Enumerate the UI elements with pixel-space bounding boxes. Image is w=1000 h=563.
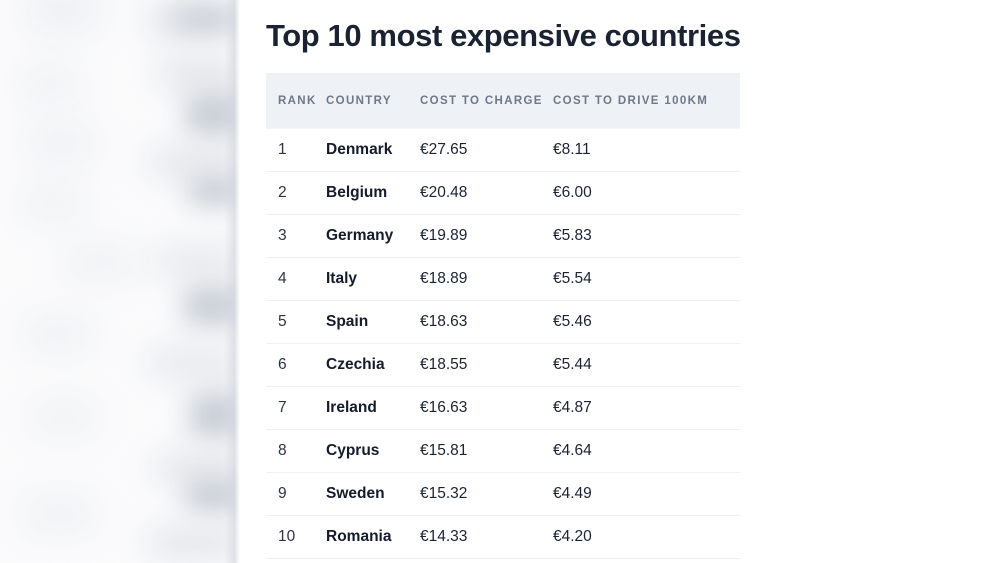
table-row: 7 Ireland €16.63 €4.87: [266, 387, 740, 430]
country-cell: Spain: [326, 313, 369, 330]
rank-cell: 8: [278, 442, 287, 459]
table-row: 4 Italy €18.89 €5.54: [266, 258, 740, 301]
blurred-background-left: [0, 0, 240, 563]
cost-to-charge-cell: €16.63: [420, 399, 468, 416]
cost-to-drive-cell: €5.44: [553, 356, 592, 373]
table-row: 3 Germany €19.89 €5.83: [266, 215, 740, 258]
table-row: 2 Belgium €20.48 €6.00: [266, 172, 740, 215]
rank-cell: 6: [278, 356, 287, 373]
rank-cell: 3: [278, 227, 287, 244]
table-row: 10 Romania €14.33 €4.20: [266, 516, 740, 559]
table-row: 5 Spain €18.63 €5.46: [266, 301, 740, 344]
table-header-row: RANK COUNTRY COST TO CHARGE COST TO DRIV…: [266, 73, 740, 128]
cost-to-drive-cell: €4.49: [553, 485, 592, 502]
cost-to-charge-cell: €18.89: [420, 270, 468, 287]
cost-to-drive-cell: €8.11: [553, 141, 591, 158]
cost-to-charge-cell: €18.55: [420, 356, 468, 373]
cost-to-charge-cell: €20.48: [420, 184, 468, 201]
cost-to-drive-cell: €6.00: [553, 184, 592, 201]
country-cell: Cyprus: [326, 442, 380, 459]
cost-to-drive-cell: €4.87: [553, 399, 592, 416]
column-header-cost-to-drive: COST TO DRIVE 100KM: [553, 94, 709, 107]
cost-to-drive-cell: €4.64: [553, 442, 592, 459]
cost-to-drive-cell: €5.83: [553, 227, 592, 244]
column-header-cost-to-charge: COST TO CHARGE: [420, 94, 543, 107]
country-cell: Ireland: [326, 399, 377, 416]
country-cell: Sweden: [326, 485, 385, 502]
country-cell: Italy: [326, 270, 358, 287]
cost-to-charge-cell: €18.63: [420, 313, 468, 330]
country-cell: Germany: [326, 227, 394, 244]
cost-to-charge-cell: €27.65: [420, 141, 468, 158]
rank-cell: 9: [278, 485, 287, 502]
rank-cell: 7: [278, 399, 287, 416]
cost-to-charge-cell: €15.32: [420, 485, 468, 502]
rank-cell: 4: [278, 270, 287, 287]
table-row: 8 Cyprus €15.81 €4.64: [266, 430, 740, 473]
column-header-country: COUNTRY: [326, 94, 392, 107]
country-cell: Belgium: [326, 184, 388, 201]
cost-to-drive-cell: €4.20: [553, 528, 592, 545]
rankings-table: RANK COUNTRY COST TO CHARGE COST TO DRIV…: [266, 73, 740, 559]
cost-to-charge-cell: €14.33: [420, 528, 468, 545]
rank-cell: 2: [278, 184, 287, 201]
rank-cell: 10: [278, 528, 296, 545]
cost-to-charge-cell: €19.89: [420, 227, 468, 244]
rank-cell: 5: [278, 313, 287, 330]
cost-to-drive-cell: €5.54: [553, 270, 592, 287]
country-cell: Romania: [326, 528, 392, 545]
rank-cell: 1: [278, 141, 287, 158]
cost-to-drive-cell: €5.46: [553, 313, 592, 330]
page-title: Top 10 most expensive countries: [266, 18, 741, 53]
table-row: 9 Sweden €15.32 €4.49: [266, 473, 740, 516]
table-body: 1 Denmark €27.65 €8.11 2 Belgium €20.48 €6.00 3 G…: [266, 128, 740, 559]
column-header-rank: RANK: [278, 94, 317, 107]
table-row: 1 Denmark €27.65 €8.11: [266, 128, 740, 172]
country-cell: Czechia: [326, 356, 385, 373]
cost-to-charge-cell: €15.81: [420, 442, 468, 459]
country-cell: Denmark: [326, 141, 393, 158]
table-row: 6 Czechia €18.55 €5.44: [266, 344, 740, 387]
content-card: Top 10 most expensive countries RANK COU…: [240, 0, 1000, 563]
